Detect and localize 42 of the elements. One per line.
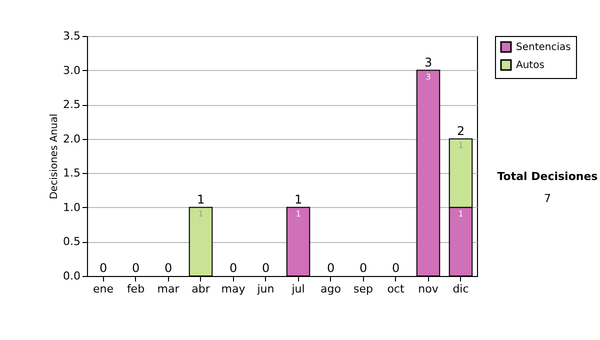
data-label: 1 [458,140,464,150]
data-label: 1 [296,209,301,218]
x-tick-label: feb [126,282,145,296]
x-tick-label: mar [157,282,180,296]
total-label: 0 [359,261,368,275]
legend-label: Sentencias [516,42,571,53]
total-label: 0 [99,261,108,275]
x-tick-label: ene [92,282,114,296]
x-tick-label: jun [256,282,274,296]
x-tick-label: may [221,282,246,296]
legend-label: Autos [516,60,544,71]
x-tick-label: abr [192,282,210,296]
data-label: 3 [426,72,431,82]
total-label: 0 [392,261,400,275]
y-tick-label: 0.0 [63,270,80,282]
data-label: 1 [458,209,464,218]
y-tick-label: 1.0 [63,200,80,214]
x-tick-label: oct [387,282,405,296]
text: Total Decisiones [496,170,599,183]
total-label: 2 [456,124,465,138]
total-label: 0 [262,261,270,275]
total-label: 0 [132,261,140,275]
y-tick-label: 2.5 [63,98,80,112]
x-tick-label: ago [320,282,342,296]
total-label: 0 [164,261,172,275]
y-tick-label: 1.5 [63,166,80,180]
total-label: 1 [294,192,302,206]
x-tick-label: jul [290,282,305,296]
y-tick-label: 3.0 [63,64,80,77]
total-label: 3 [424,55,432,70]
y-tick-label: 2.0 [63,132,80,146]
text: 7 [543,192,552,205]
data-label: 1 [198,209,204,218]
y-axis-title: Decisiones Anual [49,114,60,200]
x-tick-label: dic [452,282,469,296]
total-label: 0 [326,261,335,275]
total-label: 1 [196,192,205,206]
y-tick-label: 0.5 [63,235,80,248]
x-tick-label: sep [354,282,374,296]
total-label: 0 [229,261,238,275]
x-tick-label: nov [418,282,439,296]
y-tick-label: 3.5 [63,30,80,42]
